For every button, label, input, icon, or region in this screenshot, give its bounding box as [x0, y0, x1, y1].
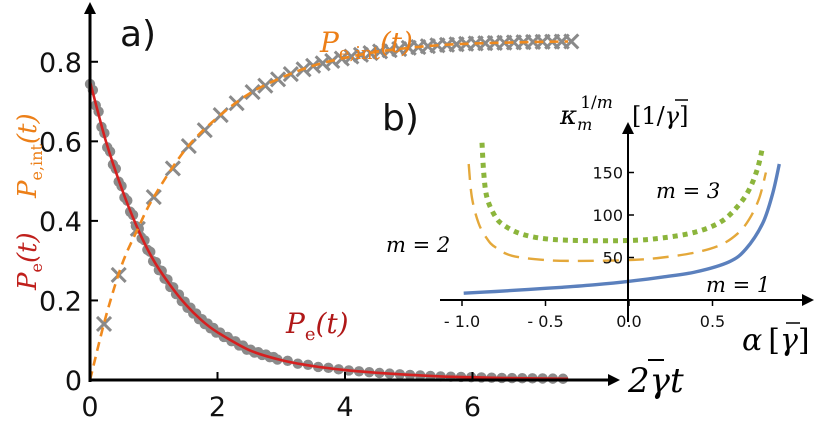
pe-line	[88, 81, 569, 381]
x-tick-label: 0.5	[700, 312, 725, 331]
x-tick-label: 4	[336, 392, 353, 423]
m1-line	[463, 163, 781, 295]
annotation-m3: m = 3	[656, 179, 720, 203]
panel-a-y-label-pe: Pe(t)	[13, 232, 46, 291]
x-tick-label: - 1.0	[444, 312, 480, 331]
y-tick-label: 0.4	[39, 207, 82, 238]
pe-int-data-point	[257, 77, 274, 94]
pe-int-data-point	[563, 33, 580, 50]
x-tick-label: 6	[464, 392, 481, 423]
x-tick-label: 2	[209, 392, 226, 423]
pe-int-curve-label: Pe,int(t)	[319, 26, 413, 64]
pe-int-data-point	[95, 315, 113, 333]
y-tick-label: 0.8	[39, 48, 82, 79]
panel-a-y-label-pe-int: Pe,int(t)	[13, 113, 46, 199]
m2-line	[467, 163, 768, 263]
panel-a-tag: a)	[120, 14, 156, 55]
panel-b-background	[446, 92, 820, 346]
panel-a: 0 2 4 6 0 0.2 0.4 0.6 0.8 a) 2γt Pe(t) Pe,int(t…	[13, 2, 684, 423]
y-tick-label: 0	[65, 366, 82, 397]
panel-b-x-label: α [γ]	[742, 323, 810, 358]
panel-b-y-units: [1/γ]	[632, 102, 688, 130]
pe-curve-label: Pe(t)	[285, 307, 349, 345]
x-tick-label: 0.0	[616, 312, 641, 331]
y-tick-label: 0.2	[39, 286, 82, 317]
m3-line	[479, 142, 766, 244]
pe-int-data-point	[145, 188, 162, 206]
panel-a-y-ticks: 0 0.2 0.4 0.6 0.8	[39, 48, 98, 397]
panel-b-y-ticks: 50 100 150	[592, 164, 634, 268]
panel-b-tag: b)	[382, 98, 419, 139]
pe-int-data-point	[270, 71, 287, 88]
y-tick-label: 100	[592, 206, 623, 225]
x-tick-label: 0	[81, 392, 98, 423]
panel-a-x-label: 2γt	[627, 361, 684, 401]
y-tick-label: 50	[603, 249, 623, 268]
y-tick-label: 0.6	[39, 127, 82, 158]
pe-int-data-point	[244, 83, 261, 101]
pe-int-line	[88, 40, 569, 381]
panel-a-x-ticks: 0 2 4 6	[81, 372, 481, 423]
panel-b-x-ticks: - 1.0 - 0.5 0.0 0.5	[444, 300, 725, 331]
annotation-m1: m = 1	[706, 273, 770, 297]
pe-int-data-point	[314, 55, 331, 72]
annotation-m2: m = 2	[386, 233, 450, 257]
x-tick-label: - 0.5	[527, 312, 563, 331]
y-tick-label: 150	[592, 164, 623, 183]
